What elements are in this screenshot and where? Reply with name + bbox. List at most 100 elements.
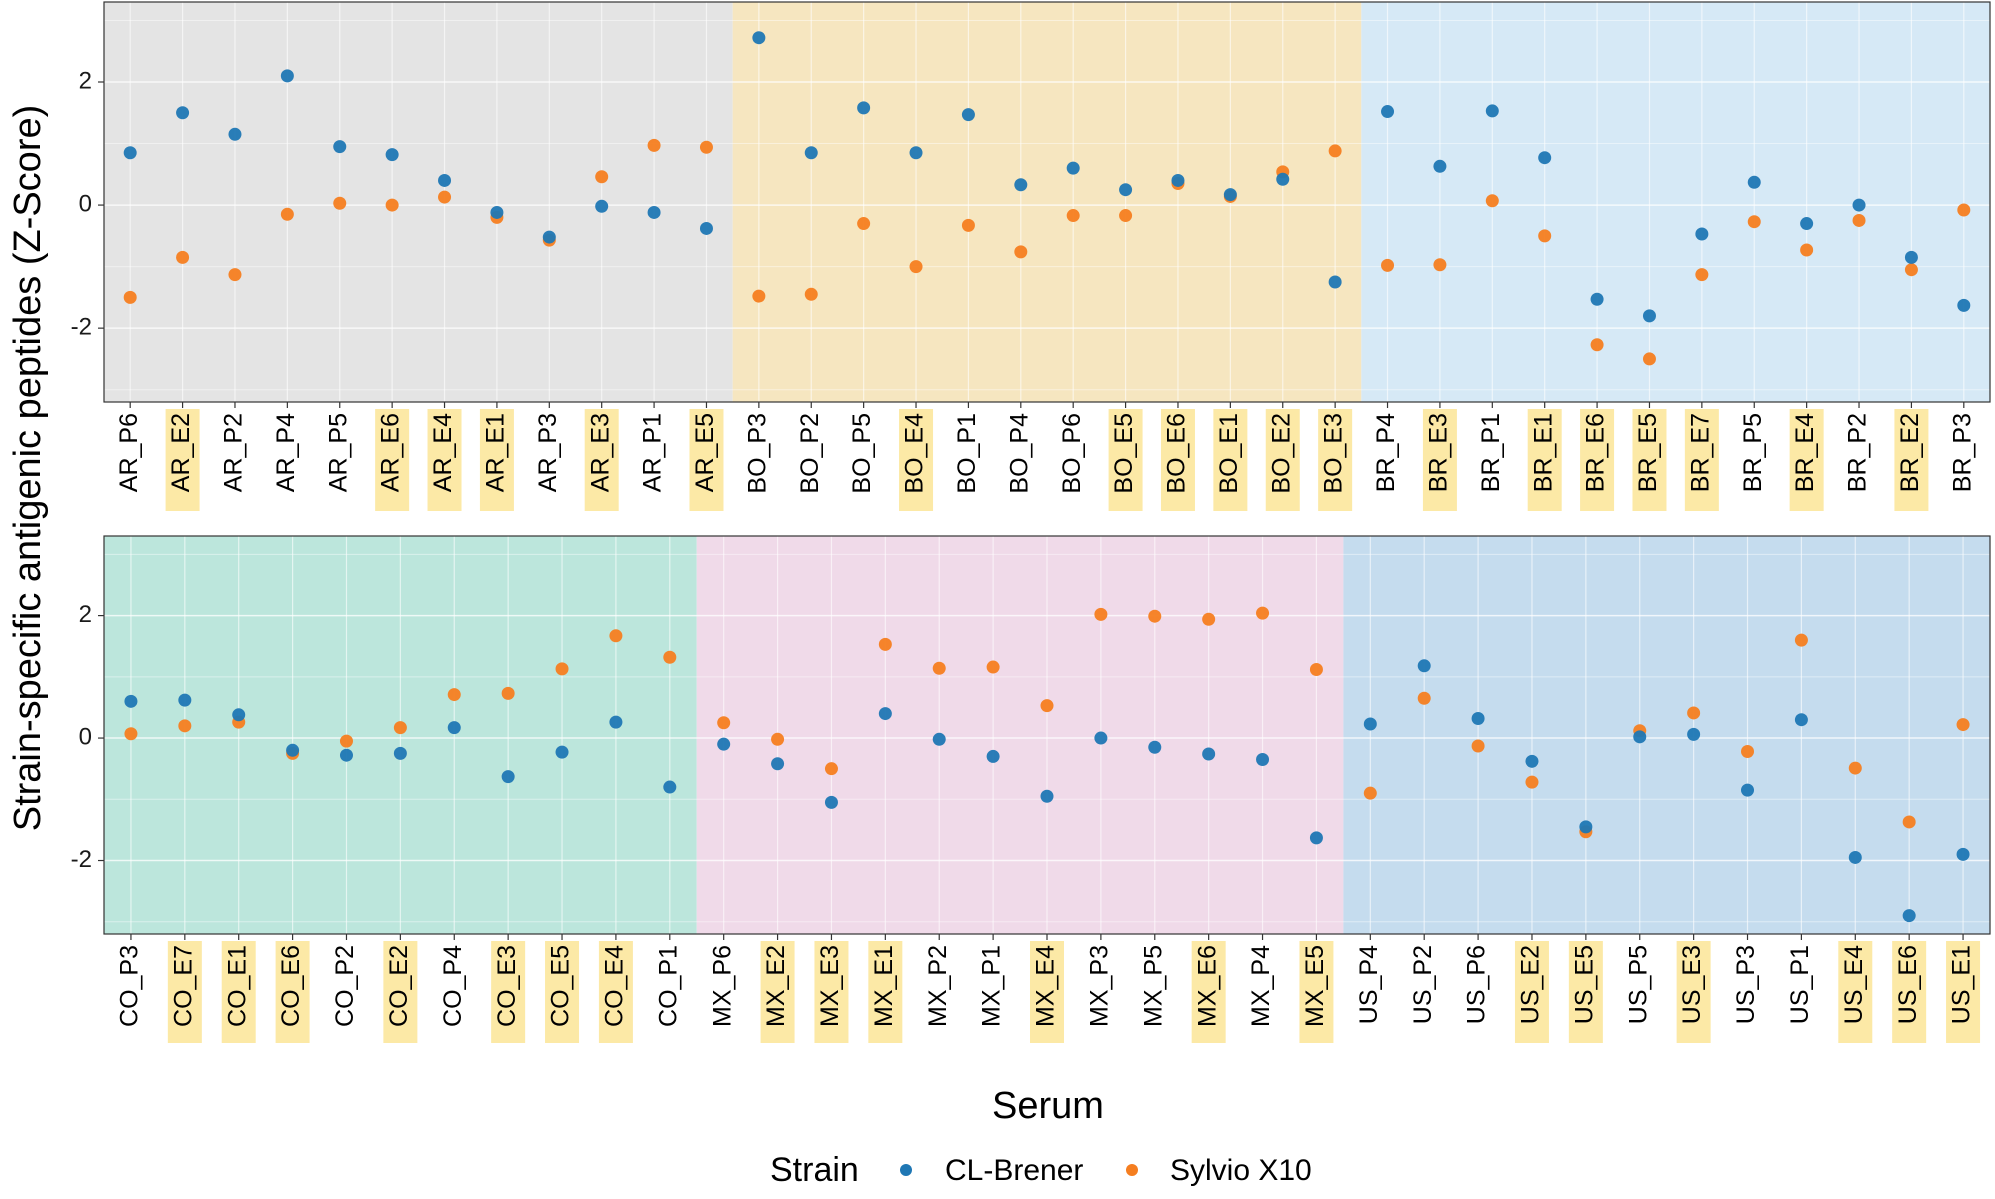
- point-cl-brener: [1590, 292, 1604, 306]
- x-label-highlight: [1789, 409, 1824, 511]
- panel-top: -2 0 2 AR_P6 AR_E2 AR_P2 AR_P4 AR_P5 AR_E6 AR_E4 A…: [71, 1, 1991, 511]
- point-sylvio-x10: [176, 250, 190, 264]
- point-sylvio-x10: [1794, 633, 1808, 647]
- point-cl-brener: [1538, 151, 1552, 165]
- x-tick-label: AR_E6: [377, 413, 405, 492]
- point-sylvio-x10: [124, 727, 138, 741]
- point-cl-brener: [542, 230, 556, 244]
- point-sylvio-x10: [1687, 706, 1701, 720]
- point-cl-brener: [1957, 298, 1971, 312]
- x-tick-label: US_P1: [1786, 945, 1814, 1024]
- y-tick-label: -2: [71, 313, 92, 340]
- x-tick-label: AR_P2: [220, 413, 248, 492]
- point-cl-brener: [123, 146, 137, 160]
- x-label-highlight: [584, 409, 619, 511]
- point-cl-brener: [178, 693, 192, 707]
- point-cl-brener: [1171, 173, 1185, 187]
- point-cl-brener: [1417, 659, 1431, 673]
- x-tick-label: BO_E3: [1320, 413, 1348, 494]
- x-tick-label: US_P3: [1732, 945, 1760, 1024]
- x-label-highlight: [167, 941, 202, 1043]
- point-cl-brener: [609, 715, 623, 729]
- x-label-highlight: [165, 409, 200, 511]
- x-tick-label: US_E4: [1840, 945, 1868, 1024]
- y-tick-label: 2: [79, 601, 92, 628]
- point-cl-brener: [804, 146, 818, 160]
- point-cl-brener: [1328, 275, 1342, 289]
- x-label-highlight: [689, 409, 724, 511]
- legend-marker-cl-brener: [900, 1164, 912, 1176]
- point-sylvio-x10: [1381, 258, 1395, 272]
- x-label-highlight: [868, 941, 903, 1043]
- point-cl-brener: [878, 707, 892, 721]
- point-cl-brener: [1363, 717, 1377, 731]
- region-mx-background: [696, 536, 1344, 934]
- point-cl-brener: [699, 221, 713, 235]
- point-cl-brener: [1223, 188, 1237, 202]
- point-sylvio-x10: [501, 686, 515, 700]
- x-tick-label: MX_P1: [978, 945, 1006, 1027]
- point-cl-brener: [1433, 159, 1447, 173]
- x-tick-label: US_P6: [1463, 945, 1491, 1024]
- point-cl-brener: [752, 31, 766, 45]
- x-tick-label: US_E1: [1948, 945, 1976, 1024]
- x-tick-label: CO_P4: [439, 945, 467, 1027]
- x-tick-label: BR_E3: [1425, 413, 1453, 492]
- x-label-highlight: [1265, 409, 1300, 511]
- x-tick-label: AR_P4: [272, 413, 300, 492]
- point-cl-brener: [1276, 172, 1290, 186]
- point-cl-brener: [339, 748, 353, 762]
- point-cl-brener: [1956, 847, 1970, 861]
- x-label-highlight: [545, 941, 580, 1043]
- x-tick-label: BO_E2: [1267, 413, 1295, 494]
- point-sylvio-x10: [595, 170, 609, 184]
- x-label-highlight: [479, 409, 514, 511]
- x-tick-label: MX_P6: [708, 945, 736, 1027]
- point-sylvio-x10: [1852, 213, 1866, 227]
- point-cl-brener: [1256, 752, 1270, 766]
- x-label-highlight: [375, 409, 410, 511]
- x-label-highlight: [1892, 941, 1927, 1043]
- point-sylvio-x10: [663, 650, 677, 664]
- point-cl-brener: [1119, 183, 1133, 197]
- point-cl-brener: [228, 127, 242, 141]
- point-cl-brener: [555, 745, 569, 759]
- x-tick-label: BO_P6: [1058, 413, 1086, 494]
- point-sylvio-x10: [1433, 258, 1447, 272]
- legend-title: Strain: [770, 1151, 859, 1189]
- point-sylvio-x10: [1328, 144, 1342, 158]
- x-label-highlight: [1318, 409, 1353, 511]
- x-label-highlight: [1299, 941, 1334, 1043]
- x-label-highlight: [1213, 409, 1248, 511]
- x-tick-label: AR_E4: [429, 413, 457, 492]
- point-cl-brener: [1695, 227, 1709, 241]
- region-br-background: [1361, 2, 1990, 402]
- point-sylvio-x10: [1202, 612, 1216, 626]
- point-sylvio-x10: [1800, 243, 1814, 257]
- x-label-highlight: [1030, 941, 1064, 1043]
- point-sylvio-x10: [1525, 775, 1539, 789]
- x-tick-label: BR_E2: [1896, 413, 1924, 492]
- point-cl-brener: [232, 708, 246, 722]
- x-tick-label: BR_E5: [1634, 413, 1662, 492]
- point-sylvio-x10: [857, 217, 871, 231]
- point-sylvio-x10: [1590, 338, 1604, 352]
- point-cl-brener: [1687, 727, 1701, 741]
- x-label-highlight: [1580, 409, 1615, 511]
- point-sylvio-x10: [1741, 745, 1755, 759]
- point-sylvio-x10: [647, 138, 661, 152]
- x-label-highlight: [598, 941, 633, 1043]
- point-sylvio-x10: [609, 629, 623, 643]
- point-cl-brener: [932, 732, 946, 746]
- point-sylvio-x10: [339, 734, 353, 748]
- point-cl-brener: [490, 205, 504, 219]
- point-sylvio-x10: [333, 196, 347, 210]
- point-cl-brener: [961, 108, 975, 122]
- x-axis-title: Serum: [992, 1085, 1104, 1127]
- point-sylvio-x10: [1902, 815, 1916, 829]
- point-sylvio-x10: [699, 140, 713, 154]
- point-cl-brener: [595, 199, 609, 213]
- x-tick-label: BO_E6: [1163, 413, 1191, 494]
- x-label-highlight: [1160, 409, 1195, 511]
